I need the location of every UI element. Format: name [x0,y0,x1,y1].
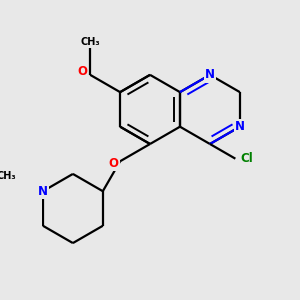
Text: CH₃: CH₃ [0,171,16,181]
Text: O: O [109,157,118,170]
Text: N: N [205,68,215,81]
Text: Cl: Cl [241,152,253,165]
Text: N: N [38,185,48,198]
Text: O: O [77,65,87,78]
Text: N: N [235,120,245,133]
Text: CH₃: CH₃ [80,37,100,47]
